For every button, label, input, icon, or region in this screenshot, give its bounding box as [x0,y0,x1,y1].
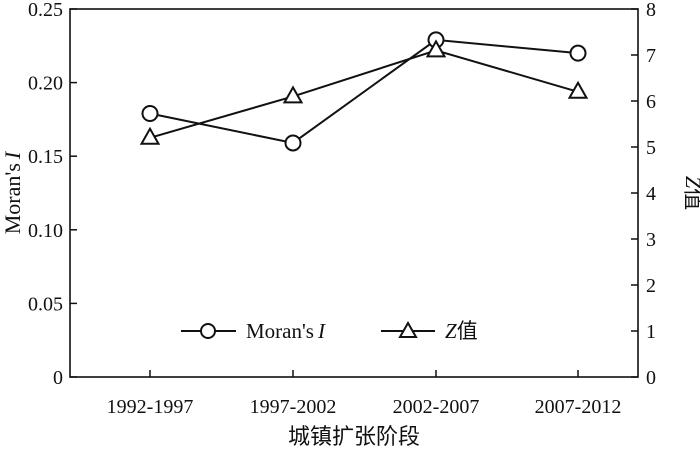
right-tick-label: 4 [646,183,656,205]
z-point [425,39,447,58]
left-tick-label: 0.20 [28,73,63,95]
legend-label-moran-main: Moran's [246,319,314,343]
right-axis-title-main: 值 [681,188,700,210]
left-tick-label: 0.25 [28,0,63,21]
moran-point [284,134,302,152]
x-tick-label: 2002-2007 [393,396,480,418]
left-tick-label: 0.05 [28,293,63,315]
left-axis-title-main: Moran's [0,163,25,234]
x-tick-label: 1992-1997 [107,396,194,418]
plot-frame [69,8,639,378]
x-axis: 1992-1997 1997-2002 2002-2007 2007-2012 [107,370,622,418]
moran-point [141,105,159,123]
left-axis-title: Moran's I [0,150,25,234]
right-tick-label: 1 [646,321,656,343]
right-axis-title-italic: Z [681,176,700,189]
series-line-moran [149,38,579,145]
moran-point [569,44,587,62]
legend-label-z: Z值 [445,319,478,343]
right-tick-label: 7 [646,45,656,67]
z-point [139,126,161,145]
x-tick-label: 2007-2012 [535,396,622,418]
x-tick-label: 1997-2002 [250,396,337,418]
left-axis: 0 0.05 0.10 0.15 0.20 0.25 [28,0,77,389]
right-axis-title: Z值 [681,176,700,210]
legend: Moran's I Z值 [181,319,478,343]
right-tick-label: 0 [646,367,656,389]
legend-marker-z [398,320,418,338]
z-point [567,80,589,99]
left-tick-label: 0.10 [28,220,63,242]
series-line-z [149,49,579,139]
right-tick-label: 8 [646,0,656,21]
x-axis-title: 城镇扩张阶段 [288,424,420,449]
legend-label-z-main: 值 [457,319,478,343]
legend-marker-moran [200,323,216,339]
legend-label-moran: Moran's I [246,319,326,343]
left-tick-label: 0 [53,367,63,389]
right-tick-label: 6 [646,91,656,113]
series-layer [139,31,589,152]
legend-label-moran-italic: I [317,319,326,343]
right-tick-label: 2 [646,275,656,297]
right-tick-label: 3 [646,229,656,251]
left-tick-label: 0.15 [28,146,63,168]
right-axis: 0 1 2 3 4 5 6 7 8 [631,0,656,389]
left-axis-title-italic: I [0,150,25,160]
z-point [282,85,304,104]
legend-label-z-italic: Z [445,319,457,343]
right-tick-label: 5 [646,137,656,159]
